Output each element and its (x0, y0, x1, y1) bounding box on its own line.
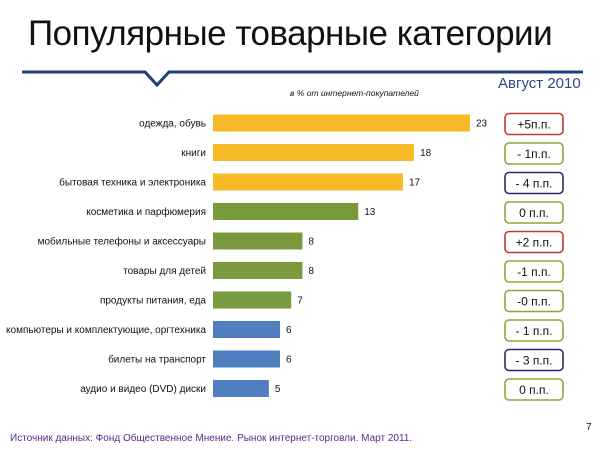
change-label: -0 п.п. (517, 295, 551, 309)
category-label: компьютеры и комплектующие, оргтехника (6, 325, 206, 336)
bar (213, 321, 281, 338)
value-label: 5 (275, 384, 281, 395)
category-label: косметика и парфюмерия (86, 206, 206, 218)
change-label: - 1п.п. (517, 147, 551, 161)
value-label: 6 (286, 325, 292, 336)
category-label: бытовая техника и электроника (59, 177, 206, 189)
page-number: 7 (586, 422, 592, 433)
value-label: 23 (476, 119, 488, 130)
change-label: - 4 п.п. (515, 177, 552, 191)
change-label: -1 п.п. (517, 265, 551, 279)
value-label: 8 (308, 266, 314, 277)
change-badge (504, 142, 564, 165)
category-label: аудио и видео (DVD) диски (80, 384, 206, 395)
bar (213, 144, 415, 161)
change-badge (504, 260, 564, 283)
value-label: 7 (297, 296, 303, 307)
change-badge (504, 289, 564, 313)
change-badge (504, 201, 564, 224)
period-label: Август 2010 (498, 75, 581, 92)
change-label: +5п.п. (517, 118, 550, 132)
slide-title: Популярные товарные категории (28, 14, 553, 53)
change-badge (504, 319, 564, 342)
change-badge (504, 348, 564, 372)
category-label: одежда, обувь (139, 118, 206, 130)
change-label: - 1 п.п. (515, 324, 552, 338)
change-label: +2 п.п. (516, 236, 553, 250)
change-badge (504, 378, 564, 401)
value-label: 6 (286, 355, 292, 366)
change-badge (504, 230, 564, 254)
category-label: билеты на транспорт (108, 354, 206, 366)
value-label: 17 (409, 178, 421, 189)
category-label: книги (181, 148, 206, 159)
change-label: 0 п.п. (519, 206, 549, 220)
change-badge (504, 112, 564, 136)
bar (213, 114, 470, 132)
bar (213, 380, 269, 397)
source-note: Источник данных: Фонд Общественное Мнени… (10, 433, 413, 444)
bar (213, 173, 403, 191)
bar (213, 262, 303, 279)
change-label: 0 п.п. (519, 383, 549, 397)
bar (213, 203, 359, 220)
bar (213, 350, 281, 368)
category-label: товары для детей (123, 266, 206, 277)
value-label: 18 (420, 148, 432, 159)
category-label: продукты питания, еда (100, 296, 206, 307)
value-label: 13 (364, 207, 376, 218)
category-label: мобильные телефоны и аксессуары (38, 236, 206, 248)
bar (213, 232, 303, 250)
value-label: 8 (308, 237, 314, 248)
units-note: в % от интернет-покупателей (290, 88, 419, 98)
bar (213, 291, 292, 309)
change-label: - 3 п.п. (515, 354, 552, 368)
change-badge (504, 171, 564, 195)
